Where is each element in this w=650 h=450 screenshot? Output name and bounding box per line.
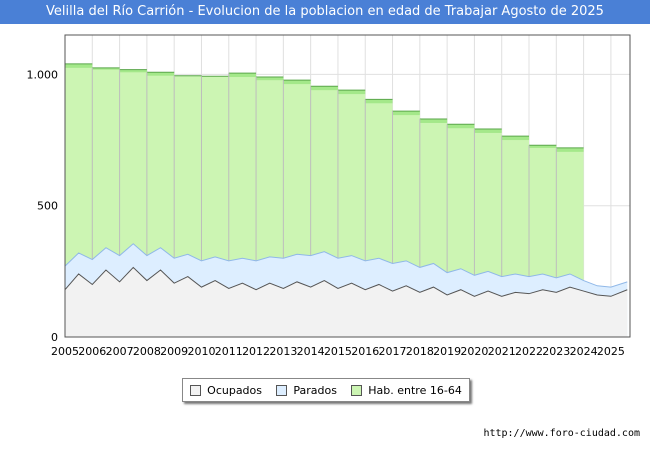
legend-label-hab: Hab. entre 16-64: [368, 383, 462, 397]
ocupados-area: [65, 267, 628, 337]
hab-step-top-2020: [474, 129, 502, 133]
x-tick-label-2024: 2024: [570, 345, 598, 358]
legend: Ocupados Parados Hab. entre 16-64: [182, 378, 470, 402]
hab-step-top-2022: [529, 145, 557, 148]
x-tick-label-2011: 2011: [215, 345, 243, 358]
x-tick-label-2025: 2025: [597, 345, 625, 358]
chart-title: Velilla del Río Carrión - Evolucion de l…: [0, 0, 650, 24]
x-tick-label-2015: 2015: [324, 345, 352, 358]
x-tick-label-2018: 2018: [406, 345, 434, 358]
x-tick-label-2017: 2017: [379, 345, 407, 358]
hab-step-top-2017: [392, 111, 420, 116]
x-tick-label-2023: 2023: [542, 345, 570, 358]
x-tick-label-2020: 2020: [460, 345, 488, 358]
hab-step-top-2008: [146, 72, 175, 76]
x-tick-label-2019: 2019: [433, 345, 461, 358]
source-url[interactable]: http://www.foro-ciudad.com: [483, 428, 640, 439]
x-tick-label-2006: 2006: [78, 345, 106, 358]
legend-swatch-parados: [276, 384, 288, 396]
legend-item-hab: Hab. entre 16-64: [351, 384, 462, 397]
hab-step-top-2015: [337, 90, 366, 95]
x-tick-label-2014: 2014: [297, 345, 325, 358]
ocupados-line: [64, 266, 628, 297]
hab-step-top-2021: [501, 136, 530, 141]
y-tick-label-500: 500: [37, 200, 58, 213]
hab-step-top-2006: [92, 67, 120, 70]
x-tick-label-2012: 2012: [242, 345, 270, 358]
hab-step-top-2018: [419, 119, 448, 123]
legend-item-ocupados: Ocupados: [190, 384, 262, 397]
hab-step-top-2023: [556, 147, 584, 152]
legend-label-parados: Parados: [293, 383, 337, 397]
hab-step-top-2019: [447, 124, 475, 129]
x-tick-label-2005: 2005: [51, 345, 79, 358]
hab-step-top-2005: [65, 63, 93, 68]
y-tick-label-1000: 1.000: [27, 68, 59, 81]
hab-step-top-2012: [256, 77, 284, 81]
legend-label-ocupados: Ocupados: [207, 383, 263, 397]
hab-step-top-2007: [119, 69, 147, 73]
legend-item-parados: Parados: [276, 384, 337, 397]
x-tick-label-2016: 2016: [351, 345, 379, 358]
y-tick-label-0: 0: [51, 331, 58, 344]
hab-step-top-2013: [283, 80, 311, 85]
x-tick-label-2021: 2021: [488, 345, 516, 358]
hab-step-top-2011: [228, 73, 257, 78]
x-tick-label-2007: 2007: [106, 345, 134, 358]
x-tick-label-2013: 2013: [269, 345, 297, 358]
legend-swatch-ocupados: [190, 384, 202, 396]
x-tick-label-2009: 2009: [160, 345, 188, 358]
hab-step-top-2016: [365, 99, 393, 104]
x-tick-label-2022: 2022: [515, 345, 543, 358]
plot-border: [64, 34, 631, 338]
x-tick-label-2008: 2008: [133, 345, 161, 358]
parados-line: [64, 243, 628, 288]
legend-swatch-hab: [351, 384, 363, 396]
hab-step-top-2014: [310, 86, 338, 91]
x-tick-label-2010: 2010: [187, 345, 215, 358]
